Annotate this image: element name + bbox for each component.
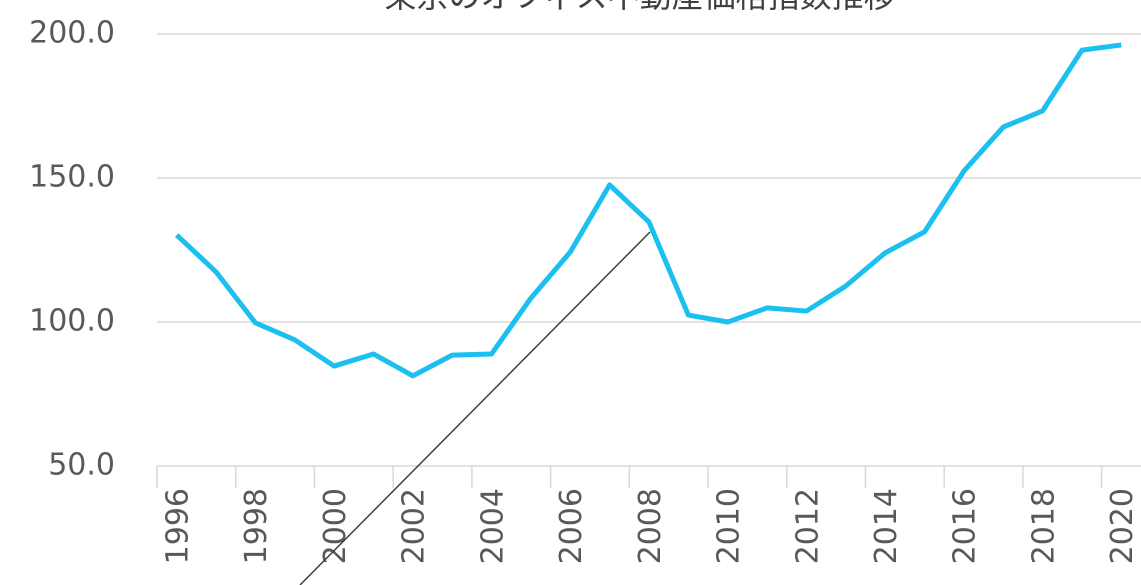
x-tick-label: 2008 <box>633 488 668 564</box>
annotation-line <box>299 231 651 585</box>
x-tick-label: 1998 <box>239 488 274 564</box>
x-tick-label: 1996 <box>161 488 196 564</box>
chart-title: 東京のオフィス不動産価格指数推移 <box>384 0 895 15</box>
y-tick-label: 100.0 <box>29 304 115 339</box>
x-tick-label: 2016 <box>948 488 983 564</box>
x-tick-label: 2006 <box>554 488 589 564</box>
y-tick-label: 50.0 <box>48 448 115 483</box>
data-line <box>174 42 1122 379</box>
x-tick-label: 2010 <box>712 488 747 564</box>
x-tick-label: 2014 <box>869 488 904 564</box>
y-tick-label: 150.0 <box>29 160 115 195</box>
y-tick-label: 200.0 <box>29 16 115 51</box>
x-tick-label: 2004 <box>475 488 510 564</box>
x-tick-label: 2020 <box>1105 488 1140 564</box>
x-tick-label: 2000 <box>318 488 353 564</box>
x-tick-label: 2012 <box>790 488 825 564</box>
x-tick-label: 2002 <box>397 488 432 564</box>
x-tick-label: 2018 <box>1026 488 1061 564</box>
